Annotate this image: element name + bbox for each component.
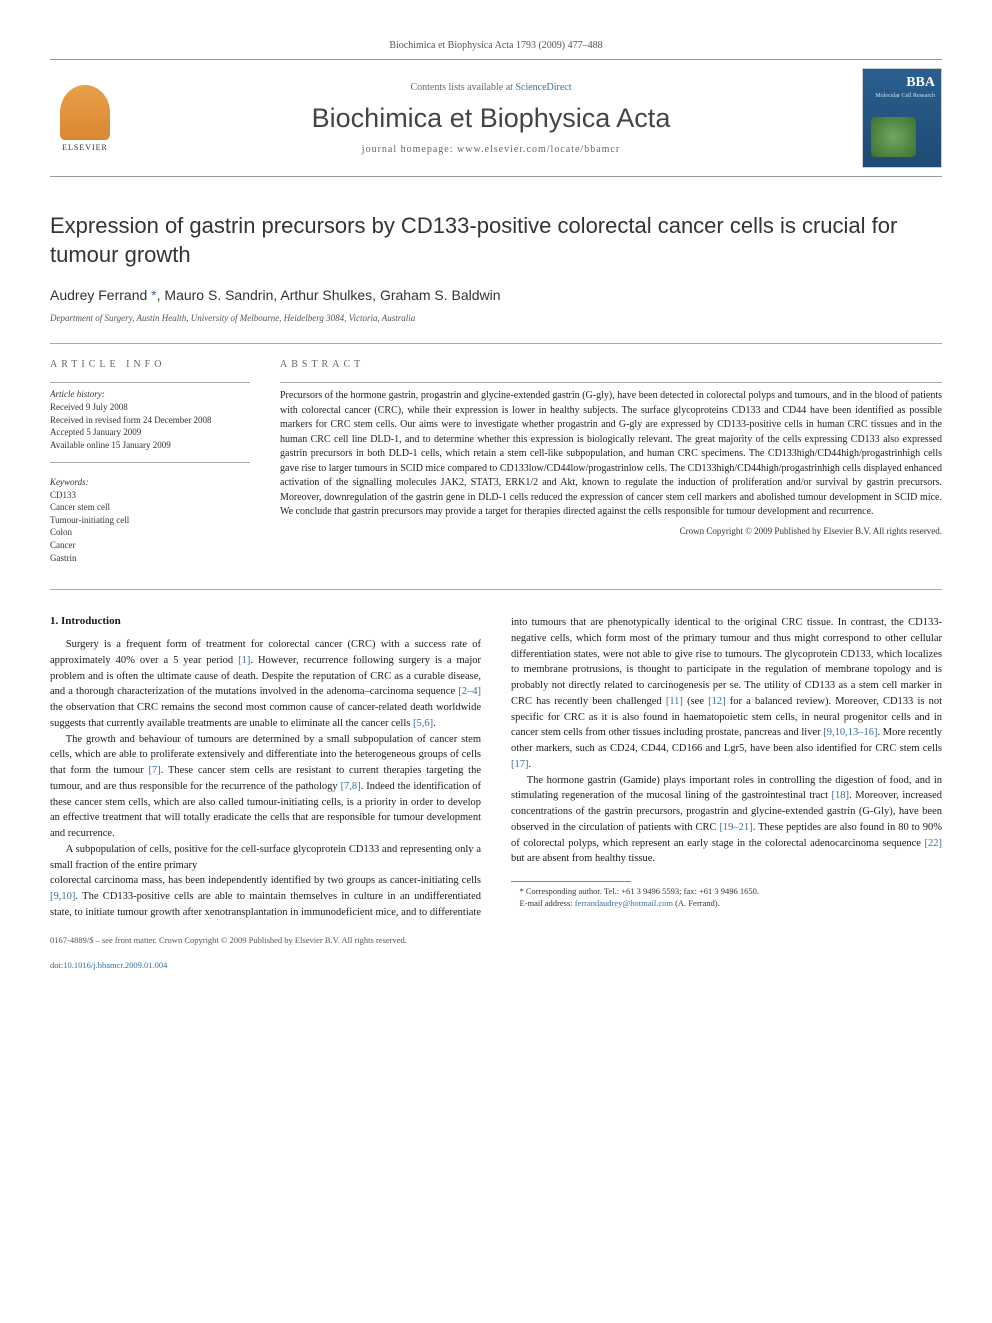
- ref-link[interactable]: [7]: [149, 765, 161, 776]
- article-title: Expression of gastrin precursors by CD13…: [50, 212, 942, 269]
- ref-link[interactable]: [9,10,13–16]: [823, 727, 877, 738]
- homepage-line: journal homepage: www.elsevier.com/locat…: [120, 144, 862, 155]
- history-item: Received in revised form 24 December 200…: [50, 414, 250, 427]
- keyword: CD133: [50, 489, 250, 502]
- journal-header: ELSEVIER Contents lists available at Sci…: [50, 59, 942, 177]
- abstract-label: ABSTRACT: [280, 359, 942, 370]
- ref-link[interactable]: [5,6]: [413, 718, 433, 729]
- keyword: Colon: [50, 526, 250, 539]
- history-item: Available online 15 January 2009: [50, 439, 250, 452]
- ref-link[interactable]: [19–21]: [719, 822, 752, 833]
- keywords-label: Keywords:: [50, 477, 250, 487]
- body-paragraph: The growth and behaviour of tumours are …: [50, 732, 481, 842]
- body-paragraph: Surgery is a frequent form of treatment …: [50, 637, 481, 732]
- keyword: Gastrin: [50, 552, 250, 565]
- keyword: Tumour-initiating cell: [50, 514, 250, 527]
- doi-line: doi:10.1016/j.bbamcr.2009.01.004: [50, 960, 942, 971]
- abstract-text: Precursors of the hormone gastrin, proga…: [280, 389, 942, 520]
- ref-link[interactable]: [17]: [511, 759, 529, 770]
- email-link[interactable]: ferrandaudrey@hotmail.com: [575, 898, 673, 908]
- ref-link[interactable]: [1]: [238, 655, 250, 666]
- ref-link[interactable]: [9,10]: [50, 891, 75, 902]
- journal-title: Biochimica et Biophysica Acta: [120, 103, 862, 134]
- history-label: Article history:: [50, 389, 250, 399]
- citation-line: Biochimica et Biophysica Acta 1793 (2009…: [50, 40, 942, 51]
- history-item: Received 9 July 2008: [50, 401, 250, 414]
- ref-link[interactable]: [22]: [925, 838, 943, 849]
- footnote-divider: [511, 881, 631, 882]
- keyword: Cancer: [50, 539, 250, 552]
- ref-link[interactable]: [11]: [666, 696, 683, 707]
- body-paragraph: A subpopulation of cells, positive for t…: [50, 842, 481, 874]
- intro-heading: 1. Introduction: [50, 615, 481, 627]
- authors: Audrey Ferrand *, Mauro S. Sandrin, Arth…: [50, 287, 942, 303]
- ref-link[interactable]: [18]: [832, 790, 850, 801]
- issn-line: 0167-4889/$ – see front matter. Crown Co…: [50, 935, 942, 946]
- ref-link[interactable]: [2–4]: [458, 686, 481, 697]
- abstract-copyright: Crown Copyright © 2009 Published by Else…: [280, 526, 942, 536]
- divider: [50, 343, 942, 344]
- email-footnote: E-mail address: ferrandaudrey@hotmail.co…: [511, 898, 942, 910]
- affiliation: Department of Surgery, Austin Health, Un…: [50, 313, 942, 323]
- elsevier-logo: ELSEVIER: [50, 78, 120, 158]
- contents-line: Contents lists available at ScienceDirec…: [120, 82, 862, 93]
- keyword: Cancer stem cell: [50, 501, 250, 514]
- corresponding-footnote: * Corresponding author. Tel.: +61 3 9496…: [511, 886, 942, 898]
- ref-link[interactable]: [12]: [708, 696, 726, 707]
- body-paragraph: The hormone gastrin (Gamide) plays impor…: [511, 773, 942, 868]
- journal-cover-thumb: BBA Molecular Cell Research: [862, 68, 942, 168]
- doi-link[interactable]: 10.1016/j.bbamcr.2009.01.004: [63, 960, 167, 970]
- article-info-label: ARTICLE INFO: [50, 359, 250, 370]
- ref-link[interactable]: [7,8]: [341, 781, 361, 792]
- sciencedirect-link[interactable]: ScienceDirect: [515, 82, 571, 93]
- history-item: Accepted 5 January 2009: [50, 426, 250, 439]
